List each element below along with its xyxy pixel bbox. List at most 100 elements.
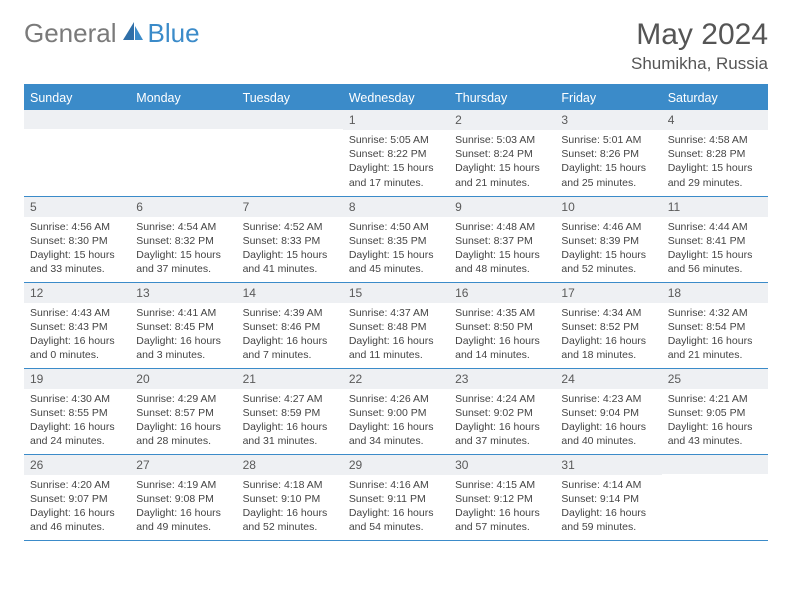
calendar-cell [237, 110, 343, 196]
day-details: Sunrise: 4:54 AMSunset: 8:32 PMDaylight:… [130, 217, 236, 282]
day-details: Sunrise: 4:46 AMSunset: 8:39 PMDaylight:… [555, 217, 661, 282]
calendar-cell: 7Sunrise: 4:52 AMSunset: 8:33 PMDaylight… [237, 196, 343, 282]
calendar-cell: 27Sunrise: 4:19 AMSunset: 9:08 PMDayligh… [130, 454, 236, 540]
daylight-text: Daylight: 16 hours and 24 minutes. [30, 420, 124, 448]
sunrise-text: Sunrise: 5:05 AM [349, 133, 443, 147]
calendar-cell: 5Sunrise: 4:56 AMSunset: 8:30 PMDaylight… [24, 196, 130, 282]
calendar-week-row: 5Sunrise: 4:56 AMSunset: 8:30 PMDaylight… [24, 196, 768, 282]
day-number: 31 [555, 455, 661, 475]
day-number: 8 [343, 197, 449, 217]
day-number: 1 [343, 110, 449, 130]
sunrise-text: Sunrise: 4:46 AM [561, 220, 655, 234]
daylight-text: Daylight: 16 hours and 46 minutes. [30, 506, 124, 534]
daylight-text: Daylight: 16 hours and 59 minutes. [561, 506, 655, 534]
day-number: 22 [343, 369, 449, 389]
sunrise-text: Sunrise: 4:14 AM [561, 478, 655, 492]
sunset-text: Sunset: 8:48 PM [349, 320, 443, 334]
day-number: 14 [237, 283, 343, 303]
sunset-text: Sunset: 8:28 PM [668, 147, 762, 161]
sunrise-text: Sunrise: 4:35 AM [455, 306, 549, 320]
calendar-cell: 11Sunrise: 4:44 AMSunset: 8:41 PMDayligh… [662, 196, 768, 282]
title-block: May 2024 Shumikha, Russia [631, 18, 768, 74]
daylight-text: Daylight: 15 hours and 41 minutes. [243, 248, 337, 276]
day-details: Sunrise: 4:18 AMSunset: 9:10 PMDaylight:… [237, 475, 343, 540]
daylight-text: Daylight: 16 hours and 28 minutes. [136, 420, 230, 448]
calendar-week-row: 19Sunrise: 4:30 AMSunset: 8:55 PMDayligh… [24, 368, 768, 454]
day-details: Sunrise: 4:56 AMSunset: 8:30 PMDaylight:… [24, 217, 130, 282]
sunset-text: Sunset: 8:24 PM [455, 147, 549, 161]
sunrise-text: Sunrise: 4:44 AM [668, 220, 762, 234]
sunrise-text: Sunrise: 4:58 AM [668, 133, 762, 147]
day-number: 25 [662, 369, 768, 389]
sunrise-text: Sunrise: 4:19 AM [136, 478, 230, 492]
calendar-cell: 3Sunrise: 5:01 AMSunset: 8:26 PMDaylight… [555, 110, 661, 196]
day-details: Sunrise: 4:14 AMSunset: 9:14 PMDaylight:… [555, 475, 661, 540]
day-number [237, 110, 343, 129]
calendar-cell: 30Sunrise: 4:15 AMSunset: 9:12 PMDayligh… [449, 454, 555, 540]
sunset-text: Sunset: 8:54 PM [668, 320, 762, 334]
day-details: Sunrise: 4:24 AMSunset: 9:02 PMDaylight:… [449, 389, 555, 454]
sunset-text: Sunset: 9:08 PM [136, 492, 230, 506]
sunset-text: Sunset: 8:41 PM [668, 234, 762, 248]
day-number: 10 [555, 197, 661, 217]
calendar-table: Sunday Monday Tuesday Wednesday Thursday… [24, 84, 768, 541]
day-details: Sunrise: 4:44 AMSunset: 8:41 PMDaylight:… [662, 217, 768, 282]
sunrise-text: Sunrise: 4:15 AM [455, 478, 549, 492]
calendar-week-row: 26Sunrise: 4:20 AMSunset: 9:07 PMDayligh… [24, 454, 768, 540]
daylight-text: Daylight: 16 hours and 18 minutes. [561, 334, 655, 362]
day-number: 2 [449, 110, 555, 130]
sunset-text: Sunset: 8:35 PM [349, 234, 443, 248]
daylight-text: Daylight: 16 hours and 7 minutes. [243, 334, 337, 362]
day-details: Sunrise: 4:50 AMSunset: 8:35 PMDaylight:… [343, 217, 449, 282]
calendar-cell: 21Sunrise: 4:27 AMSunset: 8:59 PMDayligh… [237, 368, 343, 454]
calendar-cell [662, 454, 768, 540]
day-details: Sunrise: 4:52 AMSunset: 8:33 PMDaylight:… [237, 217, 343, 282]
daylight-text: Daylight: 15 hours and 33 minutes. [30, 248, 124, 276]
day-number: 4 [662, 110, 768, 130]
sunset-text: Sunset: 8:37 PM [455, 234, 549, 248]
calendar-cell: 6Sunrise: 4:54 AMSunset: 8:32 PMDaylight… [130, 196, 236, 282]
sunrise-text: Sunrise: 4:20 AM [30, 478, 124, 492]
day-details: Sunrise: 4:30 AMSunset: 8:55 PMDaylight:… [24, 389, 130, 454]
day-details: Sunrise: 4:37 AMSunset: 8:48 PMDaylight:… [343, 303, 449, 368]
weekday-header: Saturday [662, 85, 768, 110]
sunrise-text: Sunrise: 4:34 AM [561, 306, 655, 320]
calendar-cell: 2Sunrise: 5:03 AMSunset: 8:24 PMDaylight… [449, 110, 555, 196]
day-number [662, 455, 768, 474]
day-number: 20 [130, 369, 236, 389]
day-details: Sunrise: 4:41 AMSunset: 8:45 PMDaylight:… [130, 303, 236, 368]
day-number: 26 [24, 455, 130, 475]
sunrise-text: Sunrise: 5:01 AM [561, 133, 655, 147]
sunrise-text: Sunrise: 4:52 AM [243, 220, 337, 234]
sunset-text: Sunset: 9:07 PM [30, 492, 124, 506]
brand-text-general: General [24, 18, 117, 49]
day-number: 27 [130, 455, 236, 475]
day-details: Sunrise: 4:26 AMSunset: 9:00 PMDaylight:… [343, 389, 449, 454]
day-details: Sunrise: 4:27 AMSunset: 8:59 PMDaylight:… [237, 389, 343, 454]
sunset-text: Sunset: 9:11 PM [349, 492, 443, 506]
sunrise-text: Sunrise: 4:56 AM [30, 220, 124, 234]
calendar-cell: 12Sunrise: 4:43 AMSunset: 8:43 PMDayligh… [24, 282, 130, 368]
calendar-cell: 20Sunrise: 4:29 AMSunset: 8:57 PMDayligh… [130, 368, 236, 454]
daylight-text: Daylight: 15 hours and 56 minutes. [668, 248, 762, 276]
day-number: 30 [449, 455, 555, 475]
sunset-text: Sunset: 8:22 PM [349, 147, 443, 161]
weekday-header: Thursday [449, 85, 555, 110]
day-details: Sunrise: 4:35 AMSunset: 8:50 PMDaylight:… [449, 303, 555, 368]
calendar-cell: 16Sunrise: 4:35 AMSunset: 8:50 PMDayligh… [449, 282, 555, 368]
sunrise-text: Sunrise: 4:39 AM [243, 306, 337, 320]
day-details: Sunrise: 4:43 AMSunset: 8:43 PMDaylight:… [24, 303, 130, 368]
day-details: Sunrise: 4:58 AMSunset: 8:28 PMDaylight:… [662, 130, 768, 195]
daylight-text: Daylight: 16 hours and 3 minutes. [136, 334, 230, 362]
weekday-header: Sunday [24, 85, 130, 110]
calendar-cell: 31Sunrise: 4:14 AMSunset: 9:14 PMDayligh… [555, 454, 661, 540]
daylight-text: Daylight: 16 hours and 0 minutes. [30, 334, 124, 362]
day-details: Sunrise: 4:29 AMSunset: 8:57 PMDaylight:… [130, 389, 236, 454]
calendar-week-row: 1Sunrise: 5:05 AMSunset: 8:22 PMDaylight… [24, 110, 768, 196]
weekday-header: Tuesday [237, 85, 343, 110]
sunrise-text: Sunrise: 4:30 AM [30, 392, 124, 406]
sail-icon [121, 18, 145, 49]
sunrise-text: Sunrise: 4:48 AM [455, 220, 549, 234]
sunset-text: Sunset: 8:59 PM [243, 406, 337, 420]
day-number: 3 [555, 110, 661, 130]
